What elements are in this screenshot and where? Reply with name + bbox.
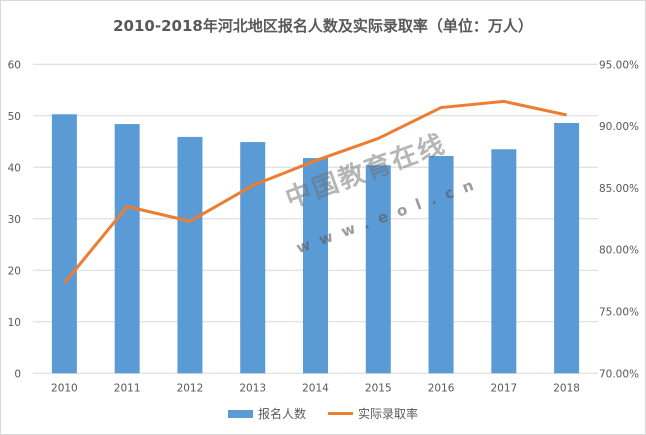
left-axis-tick: 10 xyxy=(8,317,21,329)
bar-2010 xyxy=(51,114,77,374)
left-axis-tick: 0 xyxy=(14,368,21,380)
legend-label-line: 实际录取率 xyxy=(358,407,419,421)
right-axis-tick: 80.00% xyxy=(599,245,639,257)
left-axis-tick: 30 xyxy=(8,214,21,226)
right-axis-tick: 90.00% xyxy=(599,121,639,133)
right-axis-tick: 85.00% xyxy=(599,183,639,195)
left-axis-tick: 20 xyxy=(8,265,21,277)
bar-2013 xyxy=(240,142,266,374)
x-axis-tick: 2017 xyxy=(490,382,517,394)
legend-label-bar: 报名人数 xyxy=(257,407,306,421)
x-axis-tick: 2016 xyxy=(428,382,455,394)
bar-2017 xyxy=(491,149,517,374)
right-axis-tick: 75.00% xyxy=(599,307,639,319)
bar-2015 xyxy=(365,165,391,374)
x-axis-tick: 2014 xyxy=(302,382,329,394)
left-axis-tick: 50 xyxy=(8,111,21,123)
legend-swatch-line xyxy=(328,412,353,415)
x-axis-tick: 2015 xyxy=(365,382,392,394)
legend: 报名人数 实际录取率 xyxy=(1,405,645,422)
left-axis-tick: 40 xyxy=(8,162,21,174)
legend-item-line[interactable]: 实际录取率 xyxy=(328,405,418,422)
bar-2011 xyxy=(114,124,140,374)
x-axis-tick: 2012 xyxy=(177,382,204,394)
x-axis-tick: 2010 xyxy=(51,382,78,394)
bar-2016 xyxy=(428,155,454,374)
legend-swatch-bar xyxy=(227,409,253,418)
x-axis-tick: 2011 xyxy=(114,382,141,394)
bar-2012 xyxy=(177,136,203,374)
x-axis-tick: 2013 xyxy=(239,382,266,394)
x-axis-tick: 2018 xyxy=(553,382,580,394)
left-axis-tick: 60 xyxy=(8,59,21,71)
right-axis-tick: 95.00% xyxy=(599,59,639,71)
bar-2018 xyxy=(554,123,580,374)
legend-item-bar[interactable]: 报名人数 xyxy=(227,405,306,422)
chart-title: 2010-2018年河北地区报名人数及实际录取率（单位：万人） xyxy=(113,17,533,35)
bar-2014 xyxy=(303,158,328,374)
right-axis-tick: 70.00% xyxy=(599,368,639,380)
